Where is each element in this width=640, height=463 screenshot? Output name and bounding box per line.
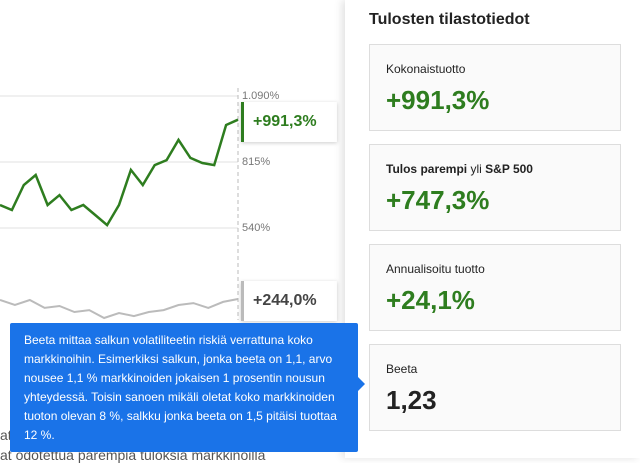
stat-card: Annualisoitu tuotto +24,1% (369, 244, 621, 331)
y-tick-label: 815% (242, 156, 270, 168)
stat-label: Beeta (386, 362, 418, 376)
stat-value: +24,1% (386, 285, 475, 315)
chart: 1.090% 815% 540% (0, 88, 280, 320)
panel-title: Tulosten tilastotiedot (369, 11, 530, 28)
label-part: Tulos parempi (386, 162, 468, 176)
value-label: +991,3% (241, 101, 337, 142)
stat-label: Kokonaistuotto (386, 62, 466, 76)
stat-value: +747,3% (386, 185, 490, 215)
stat-card: Kokonaistuotto +991,3% (369, 44, 621, 131)
stat-label: Tulos parempi yli S&P 500 (386, 162, 533, 176)
value-label: +244,0% (241, 281, 337, 322)
stat-value: 1,23 (386, 385, 437, 415)
label-part: S&P 500 (485, 162, 533, 176)
series-line (0, 118, 239, 228)
label-part: yli (470, 162, 482, 176)
stat-card: Tulos parempi yli S&P 500 +747,3% (369, 144, 621, 231)
stat-label: Annualisoitu tuotto (386, 262, 485, 276)
background-text: at (0, 427, 12, 443)
stats-panel: Tulosten tilastotiedot Kokonaistuotto +9… (345, 0, 640, 458)
y-tick-label: 1.090% (242, 90, 280, 102)
stat-card[interactable]: Beeta 1,23 (369, 344, 621, 431)
stat-value: +991,3% (386, 85, 490, 115)
tooltip: Beeta mittaa salkun volatiliteetin riski… (10, 323, 365, 452)
series-line (0, 298, 239, 320)
y-tick-label: 540% (242, 222, 270, 234)
